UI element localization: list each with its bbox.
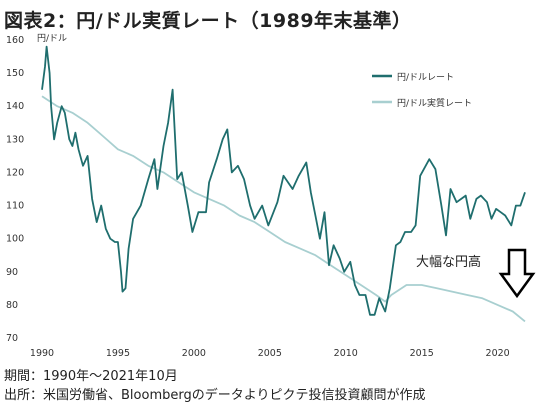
legend-label-nominal: 円/ドルレート bbox=[397, 72, 454, 83]
x-tick-label: 1995 bbox=[106, 348, 130, 359]
chart-title: 図表2：円/ドル実質レート（1989年末基準） bbox=[4, 10, 412, 32]
annotation-text: 大幅な円高 bbox=[416, 254, 481, 270]
y-tick-label: 130 bbox=[6, 134, 24, 145]
y-tick-label: 140 bbox=[6, 101, 24, 112]
y-axis-label: 円/ドル bbox=[37, 33, 67, 44]
x-tick-label: 2020 bbox=[486, 348, 510, 359]
source-note: 出所：米国労働省、Bloombergのデータよりピクテ投信投資顧問が作成 bbox=[4, 388, 426, 403]
y-tick-label: 100 bbox=[6, 234, 24, 245]
y-tick-label: 70 bbox=[6, 333, 18, 344]
y-tick-labels: 70 80 90 100 110 120 130 140 150 160 bbox=[6, 35, 24, 344]
legend-label-real: 円/ドル実質レート bbox=[397, 97, 472, 109]
period-note: 期間：1990年～2021年10月 bbox=[4, 369, 178, 384]
x-tick-label: 2015 bbox=[410, 348, 434, 359]
y-tick-label: 150 bbox=[6, 68, 24, 79]
down-arrow-icon bbox=[498, 248, 536, 299]
x-tick-label: 2005 bbox=[258, 348, 282, 359]
series-line-nominal bbox=[41, 45, 526, 316]
series-line-real bbox=[41, 95, 526, 323]
series-lines bbox=[41, 45, 526, 323]
y-tick-label: 90 bbox=[6, 267, 18, 278]
y-tick-label: 110 bbox=[6, 201, 24, 212]
y-tick-label: 160 bbox=[6, 35, 24, 46]
y-tick-label: 80 bbox=[6, 300, 18, 311]
x-tick-labels: 1990 1995 2000 2005 2010 2015 2020 bbox=[30, 348, 510, 359]
x-tick-label: 1990 bbox=[30, 348, 54, 359]
x-tick-label: 2000 bbox=[182, 348, 206, 359]
x-tick-label: 2010 bbox=[334, 348, 358, 359]
y-tick-label: 120 bbox=[6, 167, 24, 178]
legend: 円/ドルレート 円/ドル実質レート bbox=[372, 72, 472, 109]
